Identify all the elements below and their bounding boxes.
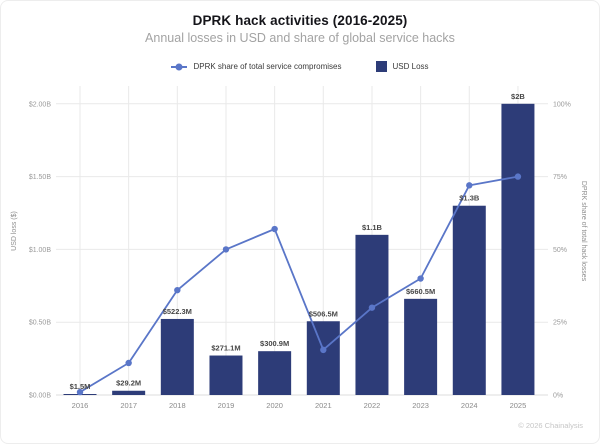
bar-2019 xyxy=(209,355,243,395)
bar-value-label-2022: $1.1B xyxy=(362,223,383,232)
bar-2022 xyxy=(355,234,389,395)
bar-2020 xyxy=(258,351,292,395)
left-axis-title: USD loss ($) xyxy=(11,211,18,251)
bar-value-label-2024: $1.3B xyxy=(459,194,480,203)
chart-plot: $0.00B 0% $0.50B 25% $1.00B 50% $1.50B 75% $2.00… xyxy=(11,86,587,410)
y-axis-tick-right: 25% xyxy=(553,320,567,327)
bar-2023 xyxy=(404,298,438,395)
bar-2021 xyxy=(306,321,340,395)
bar-2017 xyxy=(112,390,146,395)
legend-label-dprk-share: DPRK share of total service compromises xyxy=(193,62,342,71)
y-axis-tick-left: $1.50B xyxy=(29,174,52,181)
square-marker-icon xyxy=(375,61,387,72)
bar-2025 xyxy=(501,103,535,396)
line-point-2019 xyxy=(222,246,230,253)
line-point-2025 xyxy=(514,173,522,180)
y-axis-tick-right: 100% xyxy=(553,101,571,108)
line-point-2022 xyxy=(368,304,376,311)
line-point-2020 xyxy=(271,225,278,233)
chart-title: DPRK hack activities (2016-2025) xyxy=(192,13,408,28)
right-axis-title: DPRK share of total hack losses xyxy=(580,181,587,282)
y-axis-tick-left: $1.00B xyxy=(29,247,52,254)
legend: DPRK share of total service compromises … xyxy=(1,61,599,72)
bar-2024 xyxy=(452,205,486,395)
bar-value-label-2023: $660.5M xyxy=(406,287,435,296)
y-axis-tick-right: 50% xyxy=(553,247,567,254)
legend-item-usd-loss: USD Loss xyxy=(375,61,429,72)
bar-value-label-2019: $271.1M xyxy=(211,344,240,353)
x-axis-tick: 2022 xyxy=(364,401,381,410)
chart-subtitle: Annual losses in USD and share of global… xyxy=(145,31,455,45)
line-point-2024 xyxy=(466,182,473,189)
y-axis-tick-left: $0.00B xyxy=(29,393,52,400)
x-axis-tick: 2023 xyxy=(412,401,429,410)
x-axis-tick: 2021 xyxy=(315,401,332,410)
x-axis-tick: 2016 xyxy=(72,401,89,410)
y-axis-tick-right: 75% xyxy=(553,174,567,181)
x-axis-tick: 2024 xyxy=(461,401,478,410)
y-axis-tick-left: $0.50B xyxy=(29,320,52,327)
line-point-2023 xyxy=(417,275,424,282)
line-point-2017 xyxy=(125,359,132,367)
legend-item-dprk-share: DPRK share of total service compromises xyxy=(171,62,342,71)
bar-value-label-2021: $506.5M xyxy=(309,309,338,318)
line-dot-marker-icon xyxy=(171,63,188,70)
line-dot-marker-dot-icon xyxy=(175,63,183,70)
x-axis-tick: 2018 xyxy=(169,401,186,410)
line-point-2016 xyxy=(76,388,84,396)
bar-value-label-2016: $1.5M xyxy=(70,382,91,391)
bar-value-label-2020: $300.9M xyxy=(260,339,289,348)
bar-value-label-2018: $522.3M xyxy=(163,307,192,316)
bar-value-label-2017: $29.2M xyxy=(116,379,141,388)
x-axis-tick: 2025 xyxy=(510,401,527,410)
y-axis-tick-right: 0% xyxy=(553,393,563,400)
x-axis-tick: 2019 xyxy=(218,401,235,410)
line-point-2021 xyxy=(320,346,327,354)
x-axis-tick: 2017 xyxy=(120,401,137,410)
dprk-share-line xyxy=(79,175,519,393)
line-point-2018 xyxy=(174,286,181,294)
y-axis-tick-left: $2.00B xyxy=(29,101,52,108)
bar-value-label-2025: $2B xyxy=(511,92,525,101)
copyright: © 2026 Chainalysis xyxy=(518,421,583,430)
x-axis-tick: 2020 xyxy=(266,401,283,410)
legend-label-usd-loss: USD Loss xyxy=(392,62,429,71)
bar-2018 xyxy=(160,318,194,395)
